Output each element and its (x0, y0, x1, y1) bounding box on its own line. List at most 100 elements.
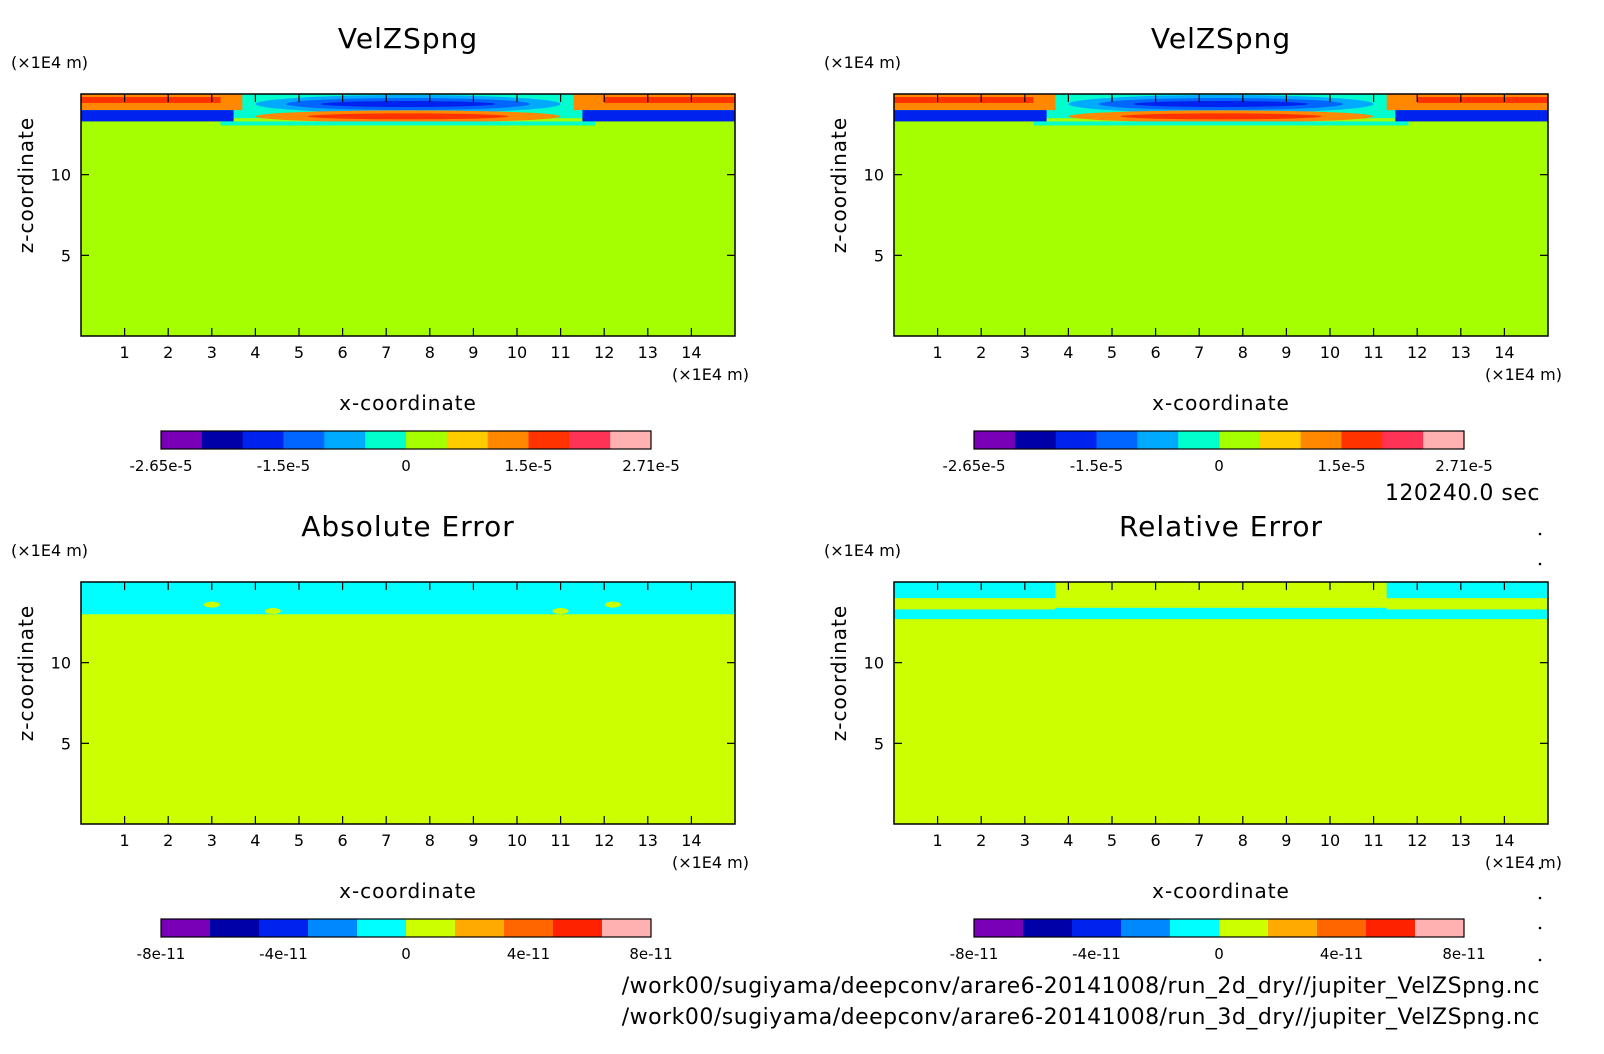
colorbar-swatch (308, 919, 358, 937)
x-tick-label: 6 (338, 343, 348, 362)
field-background (81, 582, 735, 824)
y-unit-label: (×1E4 m) (824, 541, 901, 560)
colorbar-label: -1.5e-5 (257, 457, 310, 475)
panel-3: Absolute Error(×1E4 m)1 2 3 4 5 6 7 8 9 10 11 12 13 1… (11, 510, 749, 963)
colorbar: -8e-11 -4e-11 0 4e-11 8e-11 (137, 918, 673, 963)
panel-2: VelZSpng(×1E4 m)1 2 3 4 5 6 7 8 9 10 11 12 13 14510(×… (824, 22, 1562, 475)
y-unit-label: (×1E4 m) (11, 541, 88, 560)
x-tick-label: 9 (468, 343, 478, 362)
x-tick-label: 10 (507, 831, 527, 850)
contour-patch (81, 110, 234, 122)
x-tick-label: 3 (207, 831, 217, 850)
colorbar-swatch (1055, 431, 1097, 449)
y-tick-label: 10 (864, 166, 884, 185)
x-tick-label: 14 (681, 343, 701, 362)
x-tick-label: 1 (120, 343, 130, 362)
colorbar-swatch (974, 431, 1016, 449)
x-tick-label: 11 (550, 343, 570, 362)
x-tick-label: 10 (507, 343, 527, 362)
colorbar-swatch (1317, 919, 1367, 937)
x-tick-label: 5 (294, 831, 304, 850)
colorbar-swatch (1096, 431, 1138, 449)
colorbar-label: -1.5e-5 (1070, 457, 1123, 475)
colorbar-swatch (1219, 431, 1261, 449)
x-tick-label: 3 (207, 343, 217, 362)
x-tick-label: 1 (933, 831, 943, 850)
x-tick-label: 2 (976, 343, 986, 362)
x-axis-label: x-coordinate (1152, 879, 1290, 903)
x-tick-label: 8 (425, 343, 435, 362)
contour-patch (307, 113, 509, 120)
x-tick-label: 8 (1238, 343, 1248, 362)
y-tick-label: 5 (61, 734, 71, 753)
y-tick-label: 5 (61, 246, 71, 265)
colorbar-swatch (201, 431, 244, 449)
colorbar-swatch (569, 431, 611, 449)
colorbar-swatch (455, 919, 505, 937)
contour-patch (203, 601, 220, 608)
x-tick-label: 7 (1194, 343, 1204, 362)
contour-patch (894, 110, 1047, 122)
contour-patch (220, 121, 596, 126)
y-tick-label: 10 (51, 654, 71, 673)
x-tick-label: 7 (381, 831, 391, 850)
x-unit-label: (×1E4 m) (1485, 365, 1562, 384)
colorbar-label: -2.65e-5 (943, 457, 1006, 475)
x-unit-label: (×1E4 m) (672, 853, 749, 872)
colorbar-label: 2.71e-5 (1435, 457, 1493, 475)
colorbar-swatch (259, 919, 309, 937)
colorbar-swatch (553, 919, 603, 937)
colorbar-swatch (1170, 919, 1220, 937)
x-tick-label: 13 (1451, 831, 1471, 850)
colorbar-swatch (1014, 431, 1057, 449)
x-tick-label: 12 (1407, 343, 1427, 362)
x-tick-label: 7 (381, 343, 391, 362)
x-tick-label: 11 (1363, 831, 1383, 850)
colorbar-label: -2.65e-5 (130, 457, 193, 475)
field-background (894, 582, 1548, 824)
x-tick-label: 4 (250, 343, 260, 362)
plot-frame (80, 581, 736, 825)
plot-frame (893, 93, 1549, 337)
colorbar-label: -8e-11 (137, 945, 186, 963)
contour-patch (320, 101, 496, 107)
y-tick-label: 5 (874, 246, 884, 265)
colorbar-label: 1.5e-5 (504, 457, 552, 475)
margin-dots (1538, 532, 1542, 962)
colorbar-frame (973, 430, 1465, 450)
x-tick-label: 14 (681, 831, 701, 850)
colorbar-frame (160, 430, 652, 450)
colorbar-swatch (528, 431, 570, 449)
x-tick-label: 5 (294, 343, 304, 362)
colorbar: -8e-11 -4e-11 0 4e-11 8e-11 (950, 918, 1486, 963)
colorbar-swatch (406, 431, 448, 449)
colorbar-swatch (1219, 919, 1269, 937)
y-unit-label: (×1E4 m) (11, 53, 88, 72)
colorbar-label: -4e-11 (259, 945, 308, 963)
colorbar-swatch (487, 431, 529, 449)
colorbar-swatch (1137, 431, 1179, 449)
colorbar-swatch (1121, 919, 1171, 937)
colorbar-swatch (1423, 431, 1465, 449)
contour-patch (604, 601, 621, 608)
panel-title: VelZSpng (1151, 22, 1291, 55)
x-tick-label: 6 (1151, 831, 1161, 850)
colorbar-label: 8e-11 (1442, 945, 1485, 963)
contour-patch (1417, 97, 1548, 103)
colorbar: -2.65e-5 -1.5e-5 0 1.5e-5 2.71e-5 (130, 430, 680, 475)
contour-patch (1133, 101, 1309, 107)
panel-1: VelZSpng(×1E4 m)1 2 3 4 5 6 7 8 9 10 11 12 13 14510(×… (11, 22, 749, 475)
contour-patch (604, 97, 735, 103)
colorbar-swatch (446, 431, 489, 449)
colorbar-label: 0 (401, 945, 411, 963)
colorbar-swatch (357, 919, 407, 937)
contour-patch (1033, 121, 1409, 126)
x-tick-label: 12 (1407, 831, 1427, 850)
x-tick-label: 6 (338, 831, 348, 850)
y-tick-label: 10 (864, 654, 884, 673)
file-path-2d: /work00/sugiyama/deepconv/arare6-2014100… (622, 974, 1540, 999)
x-tick-label: 4 (1063, 343, 1073, 362)
x-tick-label: 11 (550, 831, 570, 850)
file-path-3d: /work00/sugiyama/deepconv/arare6-2014100… (622, 1005, 1540, 1030)
